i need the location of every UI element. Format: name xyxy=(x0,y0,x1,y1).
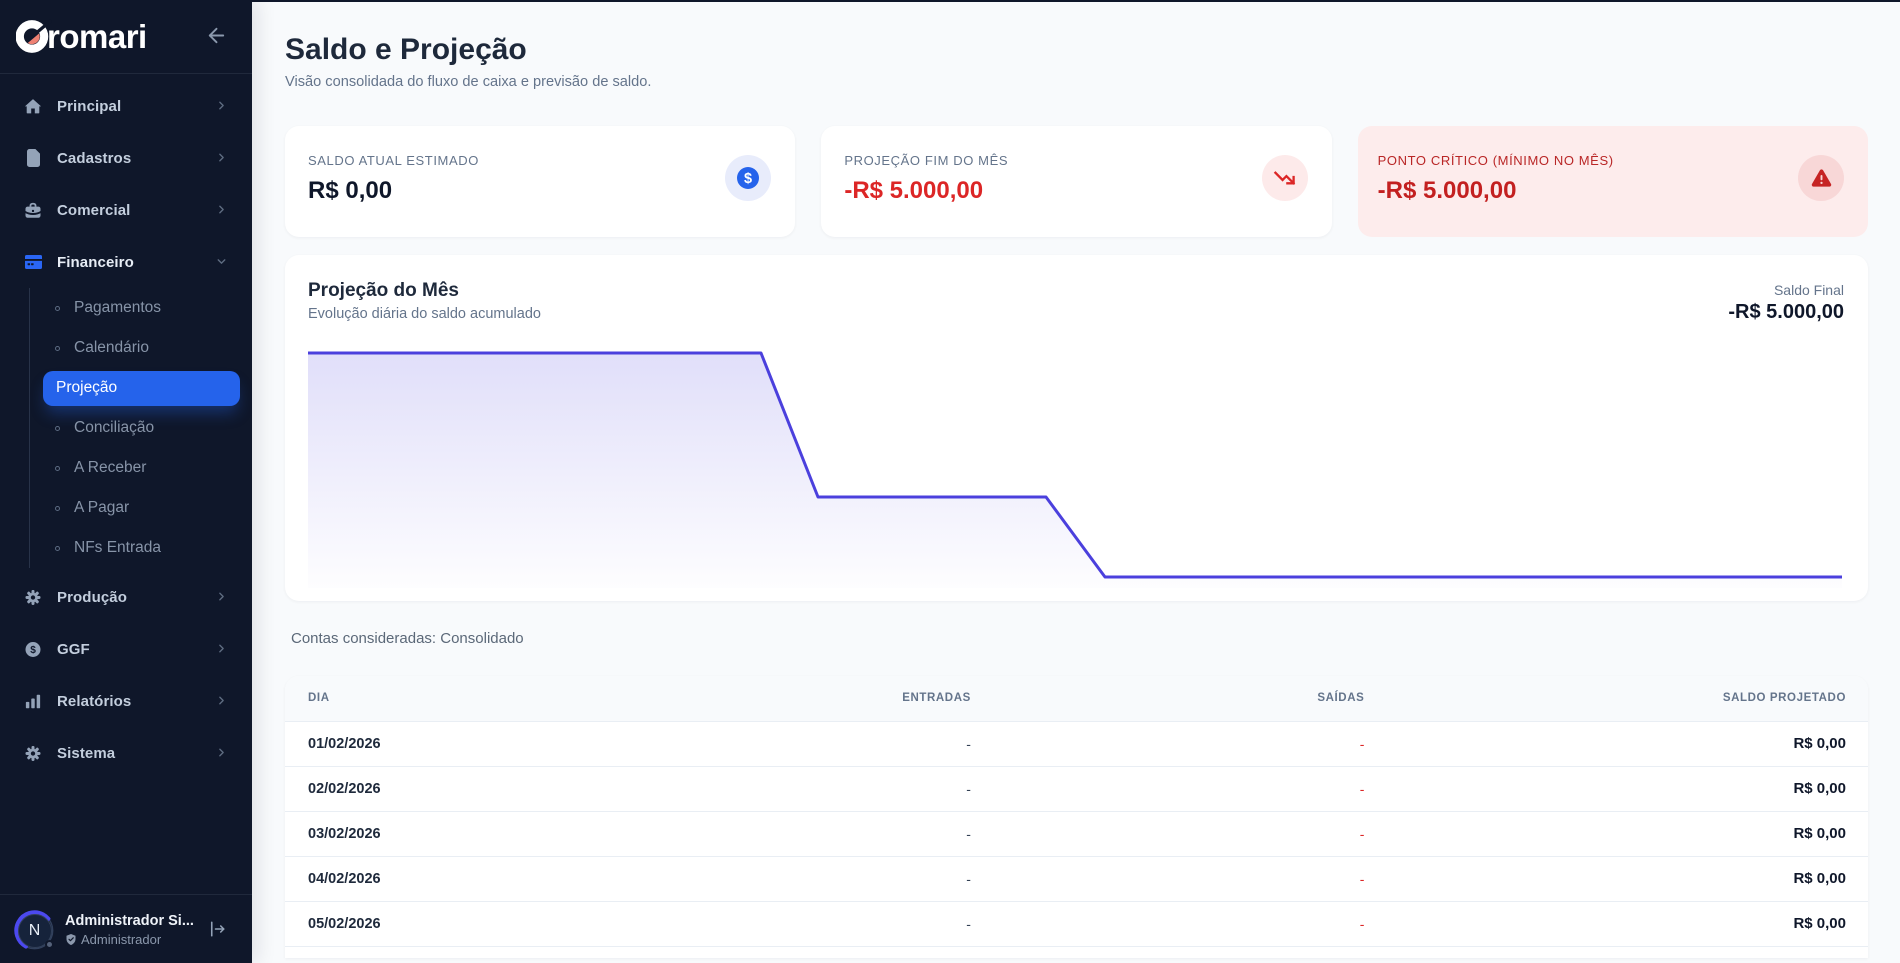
svg-text:$: $ xyxy=(30,645,36,656)
svg-text:$: $ xyxy=(744,171,752,187)
